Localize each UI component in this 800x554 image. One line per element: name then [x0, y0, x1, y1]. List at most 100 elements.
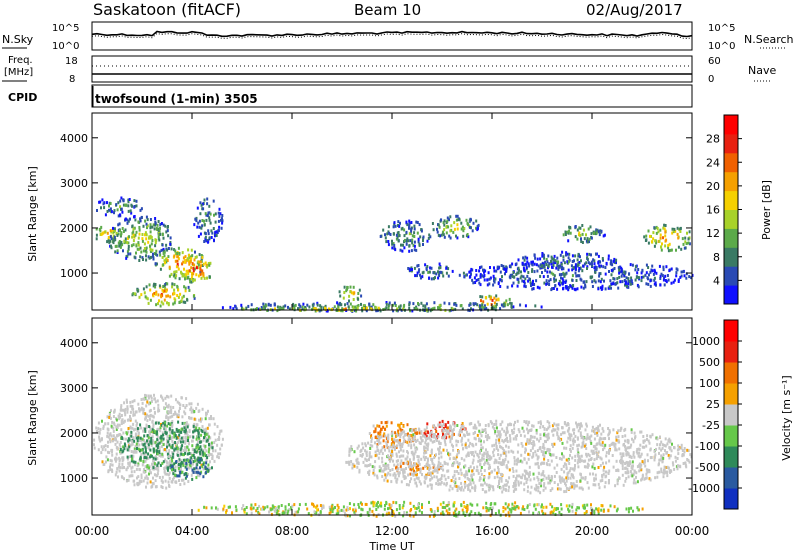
colorbar-swatch [724, 133, 738, 154]
colorbar-tick-label: 500 [699, 356, 720, 369]
xtick-label: 20:00 [575, 524, 610, 538]
colorbar-swatch [724, 285, 738, 305]
data-blob [119, 420, 214, 472]
colorbar-tick-label: 12 [706, 227, 720, 240]
ytick-label: 3000 [60, 177, 88, 190]
data-blob [643, 223, 691, 253]
colorbar-swatch [724, 209, 738, 229]
data-blob [407, 262, 454, 281]
noise-right-tick-low: 10^0 [708, 41, 735, 52]
data-blob [183, 253, 212, 284]
freq-tick-low: 8 [69, 74, 75, 85]
power-y-axis: 1000 2000 3000 4000 [60, 132, 692, 280]
ytick-label: 3000 [60, 382, 88, 395]
power-panel: 1000 2000 3000 4000 Slant Range [km] 4 8 12 16… [26, 112, 773, 313]
colorbar-swatch [724, 171, 738, 192]
freq-tick-high: 18 [65, 56, 78, 67]
colorbar-tick-label: -1000 [688, 482, 720, 495]
colorbar-swatch [724, 152, 738, 173]
cpid-value: twofsound (1-min) 3505 [95, 92, 258, 106]
xtick-label: 00:00 [75, 524, 110, 538]
colorbar-swatch [724, 467, 738, 489]
colorbar-tick-label: 28 [706, 133, 720, 146]
colorbar-swatch [724, 383, 738, 405]
nave-tick-low: 0 [708, 74, 714, 85]
velocity-ylabel: Slant Range [km] [26, 370, 39, 466]
colorbar-tick-label: 24 [706, 156, 720, 169]
colorbar-tick-label: 16 [706, 204, 720, 217]
colorbar-tick-label: 25 [706, 398, 720, 411]
noise-panel: N.Sky 10^5 10^0 10^5 10^0 N.Search [2, 21, 794, 52]
xtick-label: 08:00 [275, 524, 310, 538]
noise-search-line [91, 32, 693, 40]
noise-left-tick-high: 10^5 [52, 23, 79, 34]
data-blob [96, 196, 143, 218]
data-blob [379, 219, 432, 253]
colorbar-tick-label: -500 [695, 461, 720, 474]
data-blob [93, 393, 224, 490]
data-blob [193, 197, 224, 244]
noise-right-tick-high: 10^5 [708, 23, 735, 34]
colorbar-tick-label: -100 [695, 440, 720, 453]
colorbar-swatch [724, 404, 738, 426]
power-colorbar: 4 8 12 16 20 24 28 [706, 114, 742, 305]
colorbar-tick-label: 8 [713, 251, 720, 264]
colorbar-tick-label: -25 [702, 419, 720, 432]
xtick-label: 12:00 [375, 524, 410, 538]
data-blob [170, 456, 213, 481]
freq-label: Freq. [8, 55, 33, 66]
data-blob [562, 224, 606, 244]
ytick-label: 4000 [60, 132, 88, 145]
colorbar-swatch [724, 362, 738, 384]
ytick-label: 2000 [60, 427, 88, 440]
colorbar-swatch [724, 266, 738, 286]
data-blob [469, 294, 513, 310]
ytick-label: 4000 [60, 337, 88, 350]
cpid-label: CPID [8, 91, 37, 104]
colorbar-tick-label: 4 [713, 274, 720, 287]
colorbar-swatch [724, 228, 738, 248]
velocity-data [93, 393, 693, 518]
data-blob [517, 250, 618, 272]
data-blob [431, 214, 480, 240]
nsky-label: N.Sky [2, 33, 34, 46]
power-colorbar-label: Power [dB] [760, 180, 773, 240]
xtick-label: 04:00 [175, 524, 210, 538]
ytick-label: 2000 [60, 222, 88, 235]
ytick-label: 1000 [60, 472, 88, 485]
colorbar-swatch [724, 115, 738, 135]
power-ylabel: Slant Range [km] [26, 166, 39, 262]
colorbar-tick-label: 100 [699, 377, 720, 390]
time-x-axis: 00:00 04:00 08:00 12:00 16:00 20:00 00:00 [75, 113, 710, 538]
velocity-colorbar-label: Velocity [m s⁻¹] [780, 375, 793, 460]
noise-left-tick-low: 10^0 [52, 41, 79, 52]
velocity-colorbar: 1000 500 100 25 -25 -100 -500 -1000 [688, 319, 742, 510]
station-title: Saskatoon (fitACF) [93, 0, 241, 19]
colorbar-swatch [724, 320, 738, 342]
colorbar-swatch [724, 190, 738, 210]
colorbar-swatch [724, 341, 738, 363]
nsearch-label: N.Search [744, 33, 794, 46]
data-blob [197, 500, 644, 518]
data-blob [95, 225, 122, 244]
date-title: 02/Aug/2017 [586, 1, 683, 19]
data-blob [131, 282, 196, 308]
power-data [95, 196, 694, 313]
xaxis-label: Time UT [368, 540, 414, 553]
noise-sky-line [91, 30, 693, 38]
data-blob [109, 215, 172, 262]
colorbar-swatch [724, 488, 738, 510]
xtick-label: 00:00 [675, 524, 710, 538]
xtick-label: 16:00 [475, 524, 510, 538]
ytick-label: 1000 [60, 267, 88, 280]
nave-label: Nave [748, 64, 776, 77]
data-blob [338, 285, 363, 303]
cpid-panel: CPID twofsound (1-min) 3505 [8, 84, 693, 108]
colorbar-tick-label: 20 [706, 180, 720, 193]
nave-tick-high: 60 [708, 56, 721, 67]
velocity-y-axis: 1000 2000 3000 4000 [60, 337, 692, 485]
colorbar-tick-label: 1000 [692, 335, 720, 348]
freq-panel: Freq. [MHz] 18 8 60 0 Nave [2, 55, 776, 85]
colorbar-swatch [724, 247, 738, 267]
